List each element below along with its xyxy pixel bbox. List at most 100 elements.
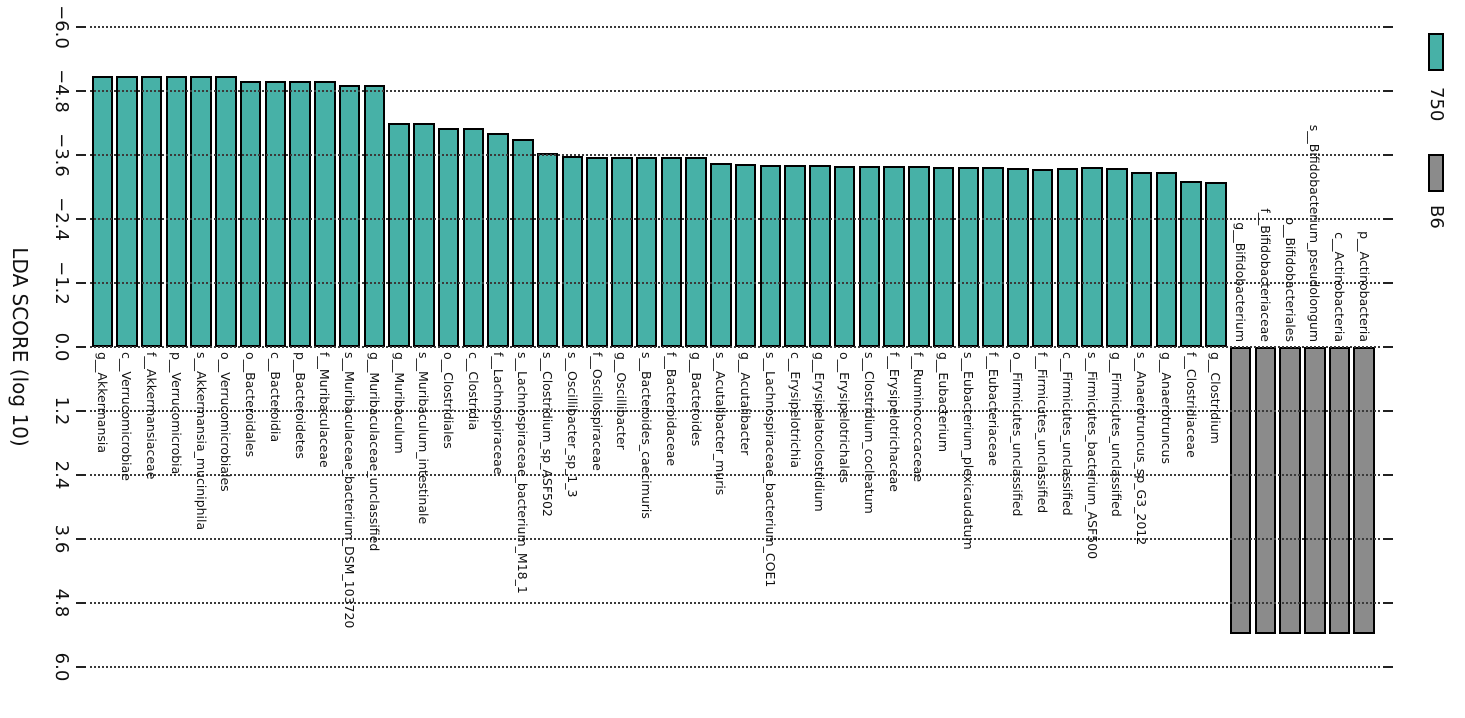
bar: [1180, 180, 1202, 347]
bar: [982, 167, 1004, 347]
tick-mark-left: [76, 537, 86, 540]
taxon-label: o__Firmicutes_unclassified: [1010, 352, 1026, 517]
taxon-label: g__Clostridium: [1208, 352, 1224, 444]
tick-mark-left: [76, 409, 86, 412]
bar: [264, 80, 287, 347]
bar: [512, 139, 534, 347]
bar: [660, 156, 683, 347]
axis-tick-label: −2.4: [51, 197, 72, 241]
taxon-label: f__Muribaculaceae: [317, 352, 333, 468]
legend-swatch-750: [1428, 33, 1444, 71]
taxon-label: s__Lachnospiraceae_bacterium_COE1: [762, 352, 778, 588]
taxon-label: p__Bacteroidetes: [292, 352, 308, 459]
tick-mark-right: [1383, 409, 1393, 412]
taxon-label: o__Bacteroidales: [243, 352, 259, 458]
taxon-label: c__Firmicutes_unclassified: [1059, 352, 1075, 516]
taxon-label: f__Erysipelotrichaceae: [886, 352, 902, 492]
taxon-label: s__Clostridium_cocleatum: [861, 352, 877, 514]
taxon-label: g__Acutalibacter: [738, 352, 754, 456]
tick-mark-right: [1383, 282, 1393, 284]
bar: [437, 127, 460, 347]
tick-mark-right: [1383, 473, 1393, 476]
taxon-label: g__Bifidobacterium: [1233, 222, 1249, 342]
taxon-label: g__Oscillibacter: [614, 352, 630, 450]
taxon-label: s__Bifidobacterium_pseudolongum: [1307, 124, 1323, 342]
tick-mark-right: [1383, 218, 1393, 220]
axis-tick-label: 0.0: [51, 332, 72, 362]
bar: [1056, 167, 1079, 347]
bar: [734, 163, 757, 347]
taxon-label: s__Eubacterium_plexicaudatum: [960, 352, 976, 550]
bar: [1031, 168, 1054, 347]
bar: [908, 166, 930, 347]
bar: [536, 152, 559, 347]
bar: [784, 165, 806, 347]
grid-line: [90, 601, 1380, 604]
bar: [1353, 347, 1375, 635]
grid-line: [90, 26, 1380, 28]
tick-mark-right: [1383, 601, 1393, 604]
tick-mark-left: [76, 601, 86, 604]
axis-tick-label: −6.0: [51, 5, 72, 49]
bar: [1304, 347, 1326, 635]
axis-tick-label: 2.4: [51, 460, 72, 490]
taxon-label: s__Clostridium_sp_ASF502: [540, 352, 556, 517]
taxon-label: c__Actinobacteria: [1332, 232, 1347, 342]
bar: [611, 156, 633, 347]
bar: [858, 165, 881, 347]
tick-mark-left: [76, 473, 86, 476]
bar: [165, 76, 188, 347]
legend-label-b6: B6: [1426, 205, 1447, 229]
taxon-label: f__Bacteroidaceae: [663, 352, 679, 467]
taxon-label: s__Muribaculum_intestinale: [416, 352, 432, 525]
taxon-label: o__Clostridiales: [441, 352, 457, 449]
bar: [1254, 347, 1276, 635]
taxon-label: c__Erysipelotrichia: [787, 352, 803, 468]
bar: [1205, 181, 1227, 347]
bar: [388, 123, 410, 347]
taxon-label: s__Lachnospiraceae_bacterium_M18_1: [515, 352, 531, 594]
taxon-label: o__Erysipelotrichales: [837, 352, 853, 483]
axis-tick-label: −3.6: [51, 133, 72, 177]
tick-mark-right: [1383, 26, 1393, 28]
taxon-label: p__Verrucomicrobia: [168, 352, 184, 475]
bar: [1328, 347, 1351, 635]
bar: [561, 156, 584, 347]
taxon-label: g__Muribaculaceae_unclassified: [366, 352, 382, 552]
taxon-label: s__Muribaculaceae_bacterium_DSM_103720: [342, 352, 358, 629]
tick-mark-right: [1383, 665, 1393, 668]
taxon-label: c__Bacteroidia: [267, 352, 283, 443]
bar: [759, 164, 782, 347]
bar: [289, 80, 311, 347]
bar: [462, 127, 485, 347]
taxon-label: g__Anaerotruncus: [1158, 352, 1174, 464]
bar: [1155, 171, 1178, 347]
taxon-label: f__Akkermansiaceae: [144, 352, 160, 480]
tick-mark-left: [76, 26, 86, 28]
taxon-label: c__Verrucomicrobiae: [119, 352, 135, 481]
axis-tick-label: −4.8: [51, 69, 72, 113]
bar: [833, 165, 856, 347]
bar: [883, 165, 905, 347]
tick-mark-left: [76, 90, 86, 92]
tick-mark-right: [1383, 537, 1393, 540]
taxon-label: f__Firmicutes_unclassified: [1035, 352, 1051, 514]
taxon-label: o__Verrucomicrobiales: [218, 352, 234, 492]
bar: [710, 163, 732, 347]
taxon-label: g__Eubacterium: [936, 352, 952, 453]
taxon-label: s__Akkermansia_muciniphila: [193, 352, 209, 531]
tick-mark-left: [76, 665, 86, 668]
bar: [1106, 167, 1128, 347]
axis-tick-label: 4.8: [51, 588, 72, 618]
bar: [413, 123, 435, 347]
taxon-label: s__Anaerotruncus_sp_G3_2012: [1134, 352, 1150, 546]
taxon-label: g__Firmicutes_unclassified: [1109, 352, 1125, 517]
taxon-label: s__Bacteroides_caecimuris: [639, 352, 655, 519]
legend-label-750: 750: [1426, 87, 1447, 122]
bar: [1279, 347, 1301, 635]
grid-line: [90, 537, 1380, 540]
tick-mark-right: [1383, 346, 1393, 348]
bar: [338, 85, 361, 347]
bar: [1081, 167, 1103, 347]
legend-swatch-b6: [1428, 154, 1444, 192]
